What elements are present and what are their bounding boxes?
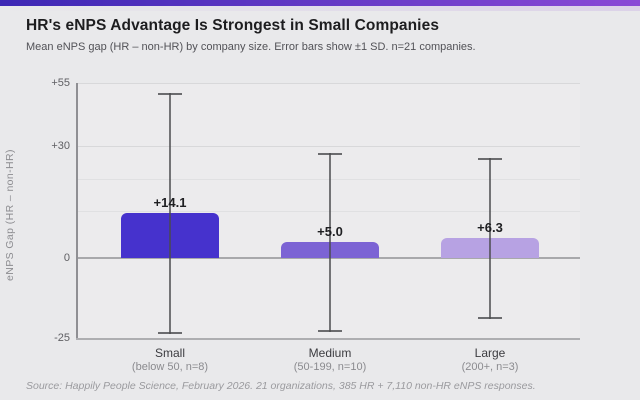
y-axis-line	[76, 83, 78, 340]
bar-value-label: +14.1	[153, 195, 187, 211]
x-category-label: Large	[474, 346, 506, 360]
gridline	[78, 83, 580, 84]
error-bar-line	[169, 92, 171, 335]
y-tick-label: -25	[54, 332, 70, 344]
accent-gradient-bar	[0, 0, 640, 6]
source-note: Source: Happily People Science, February…	[26, 380, 536, 392]
y-tick-label: 0	[63, 252, 70, 265]
bar-value-label: +6.3	[477, 220, 503, 236]
error-bar-cap-bottom	[318, 329, 342, 332]
x-category-sublabel: (below 50, n=8)	[131, 361, 209, 373]
error-bar-cap-top	[318, 152, 342, 155]
chart-title: HR's eNPS Advantage Is Strongest in Smal…	[26, 17, 440, 34]
accent-gradient-fade	[0, 6, 640, 11]
bar-value-label: +5.0	[317, 224, 343, 240]
x-category-label: Small	[154, 346, 185, 360]
y-tick-label: +30	[51, 140, 70, 152]
chart-subtitle: Mean eNPS gap (HR – non-HR) by company s…	[26, 41, 476, 53]
x-axis-line	[76, 338, 580, 340]
gridline	[78, 146, 580, 147]
y-tick-label: +55	[51, 77, 70, 89]
error-bar-cap-bottom	[478, 316, 502, 319]
error-bar-cap-top	[478, 157, 502, 160]
x-category-label: Medium	[308, 346, 352, 360]
error-bar-line	[329, 152, 331, 332]
error-bar-cap-bottom	[158, 332, 182, 335]
error-bar-line	[489, 157, 491, 319]
error-bar-cap-top	[158, 92, 182, 95]
x-category-sublabel: (200+, n=3)	[461, 361, 519, 373]
x-category-sublabel: (50-199, n=10)	[293, 361, 367, 373]
